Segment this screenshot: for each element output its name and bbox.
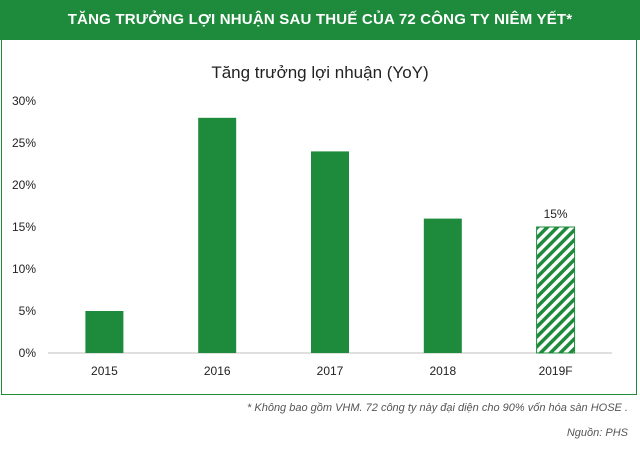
data-label-2019F: 15% xyxy=(544,207,568,221)
x-tick-label: 2018 xyxy=(429,364,456,378)
x-tick-label: 2017 xyxy=(317,364,344,378)
bar-2015 xyxy=(85,311,124,353)
x-tick-label: 2016 xyxy=(204,364,231,378)
y-tick-label: 0% xyxy=(19,346,37,360)
y-tick-label: 15% xyxy=(12,220,36,234)
chart-frame xyxy=(1,40,637,395)
bars: 15% xyxy=(85,117,576,354)
x-tick-label: 2015 xyxy=(91,364,118,378)
bar-2017 xyxy=(311,151,349,353)
banner-title: TĂNG TRƯỞNG LỢI NHUẬN SAU THUẾ CỦA 72 CÔ… xyxy=(0,0,640,40)
bar-chart: Tăng trưởng lợi nhuận (YoY) 0% 5% 10% 15% 20… xyxy=(12,63,612,378)
y-tick-label: 5% xyxy=(19,304,37,318)
source-note: Nguồn: PHS xyxy=(566,427,628,439)
y-tick-label: 10% xyxy=(12,262,36,276)
y-axis: 0% 5% 10% 15% 20% 25% 30% xyxy=(12,94,36,360)
y-tick-label: 30% xyxy=(12,94,36,108)
bar-2016 xyxy=(198,117,237,353)
bar-2019F xyxy=(536,226,576,354)
bar-2018 xyxy=(423,218,462,353)
footnote: * Không bao gồm VHM. 72 công ty này đại … xyxy=(247,402,628,414)
chart-title: Tăng trưởng lợi nhuận (YoY) xyxy=(211,63,428,82)
x-tick-label: 2019F xyxy=(539,364,573,378)
y-tick-label: 25% xyxy=(12,136,36,150)
y-tick-label: 20% xyxy=(12,178,36,192)
x-axis: 2015 2016 2017 2018 2019F xyxy=(91,364,573,378)
